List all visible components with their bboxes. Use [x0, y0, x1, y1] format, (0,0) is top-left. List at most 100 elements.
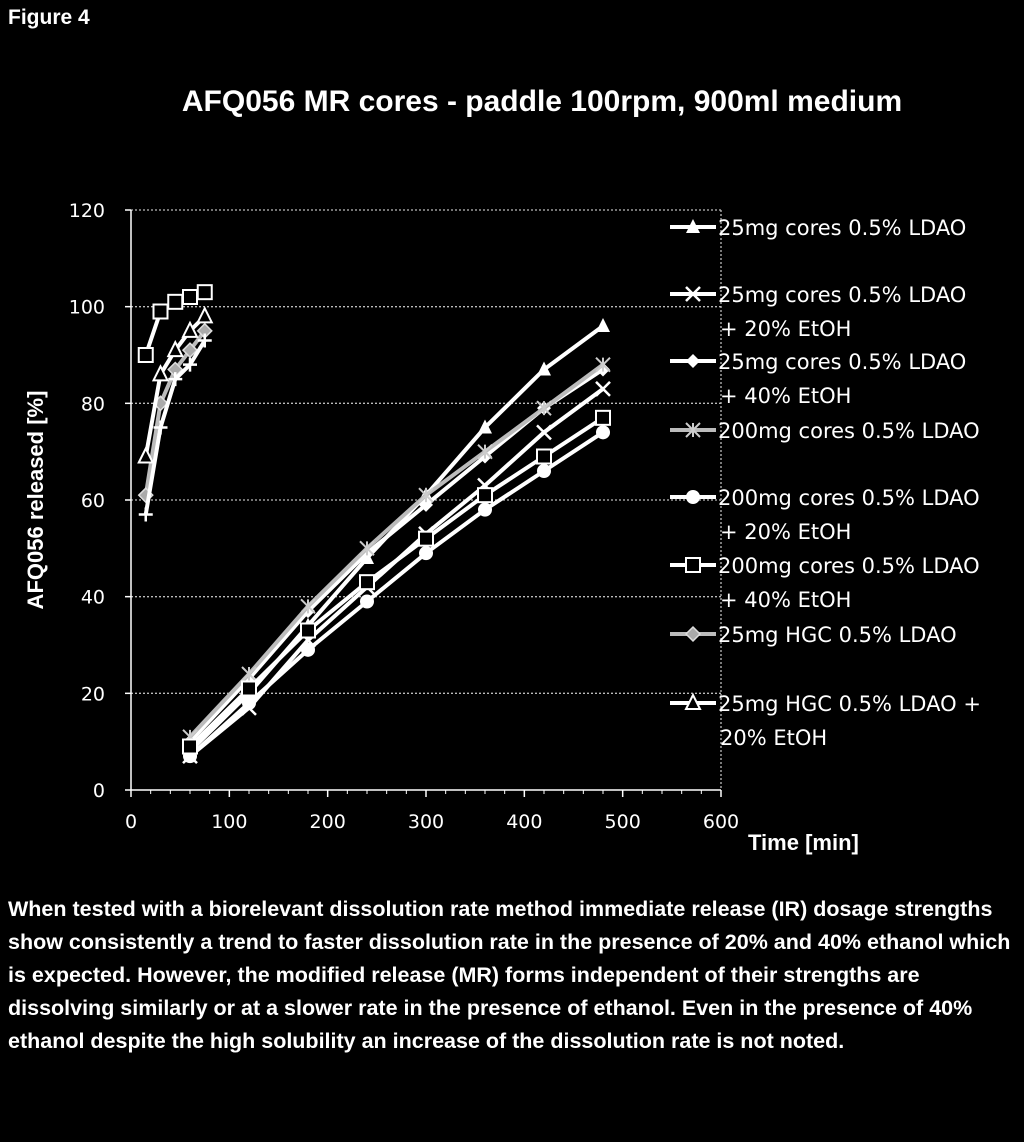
x-tick-label: 200 — [310, 811, 346, 833]
y-tick-label: 0 — [93, 780, 105, 802]
x-tick-label: 500 — [605, 811, 641, 833]
y-tick-label: 40 — [81, 587, 105, 609]
data-point — [182, 738, 198, 755]
data-point — [242, 696, 256, 710]
data-point — [595, 356, 611, 373]
data-point — [360, 594, 374, 609]
data-point — [182, 289, 198, 305]
x-tick-label: 0 — [125, 811, 137, 833]
data-point — [196, 306, 214, 324]
x-tick-label: 300 — [408, 811, 444, 833]
data-point — [151, 364, 170, 382]
data-point — [537, 464, 551, 478]
legend-label: + 40% EtOH — [720, 384, 851, 408]
axes: 0 20 40 60 80 100 120 0 100 200 300 400 500 600 — [69, 200, 739, 833]
legend-entry: 25mg HGC 0.5% LDAO + 20% EtOH — [670, 692, 981, 750]
data-point — [181, 320, 199, 338]
legend-label: 200mg cores 0.5% LDAO — [718, 486, 980, 510]
series-4 — [182, 356, 611, 745]
y-tick-label: 100 — [69, 297, 105, 319]
legend-marker — [684, 625, 702, 643]
series-8 — [137, 306, 214, 464]
legend-label: 200mg cores 0.5% LDAO — [718, 554, 980, 578]
figure-label: Figure 4 — [8, 6, 90, 29]
data-point — [167, 293, 184, 310]
legend-label: + 20% EtOH — [720, 317, 851, 341]
y-tick-label: 80 — [81, 393, 105, 415]
data-point — [596, 425, 610, 440]
data-point — [536, 448, 552, 465]
data-point — [241, 680, 257, 697]
legend-marker — [686, 490, 700, 504]
series-5 — [183, 425, 610, 764]
data-point — [196, 284, 213, 301]
legend-marker — [686, 354, 700, 368]
legend-marker — [685, 557, 701, 573]
data-point — [418, 530, 434, 547]
data-point — [241, 666, 257, 682]
legend-entry: 25mg HGC 0.5% LDAO — [670, 623, 957, 647]
x-tick-label: 600 — [703, 811, 739, 833]
series-line — [188, 416, 605, 748]
series-line — [188, 363, 605, 739]
grid — [131, 209, 722, 790]
data-point — [181, 342, 199, 359]
legend-marker — [685, 286, 701, 302]
legend-entry: 25mg cores 0.5% LDAO — [670, 216, 966, 240]
data-point — [536, 424, 552, 441]
data-point — [301, 642, 315, 657]
legend-marker — [686, 219, 700, 233]
legend-entry: 200mg cores 0.5% LDAO + 20% EtOH — [670, 486, 980, 544]
series-9 — [138, 333, 212, 522]
data-point — [300, 598, 316, 615]
legend-label: 25mg HGC 0.5% LDAO — [718, 623, 957, 647]
x-tick-label: 100 — [211, 811, 247, 833]
legend-label: 25mg cores 0.5% LDAO — [718, 216, 966, 240]
data-point — [596, 318, 610, 332]
legend-label: 25mg HGC 0.5% LDAO + — [718, 692, 981, 716]
data-point — [183, 357, 197, 372]
data-point — [359, 574, 375, 591]
x-axis-title: Time [min] — [748, 830, 859, 855]
series-6 — [182, 409, 611, 755]
series-10 — [137, 284, 213, 363]
data-point — [138, 507, 153, 522]
data-point — [595, 409, 611, 426]
legend-entry: 200mg cores 0.5% LDAO + 40% EtOH — [670, 554, 980, 612]
legend-label: + 40% EtOH — [720, 588, 851, 612]
y-tick-label: 20 — [81, 683, 105, 705]
chart-title: AFQ056 MR cores - paddle 100rpm, 900ml m… — [181, 85, 903, 118]
data-point — [477, 443, 493, 460]
data-point — [595, 380, 611, 397]
data-point — [153, 420, 168, 435]
data-point — [197, 333, 212, 348]
data-point — [537, 361, 551, 376]
x-tick-label: 400 — [506, 811, 542, 833]
legend-label: 25mg cores 0.5% LDAO — [718, 283, 966, 307]
series-7 — [137, 322, 213, 504]
data-point — [419, 497, 433, 512]
caption: When tested with a biorelevant dissoluti… — [8, 897, 1011, 1053]
legend-label: 20% EtOH — [720, 726, 827, 750]
data-point — [137, 347, 154, 363]
legend-label: 25mg cores 0.5% LDAO — [718, 350, 966, 374]
data-point — [419, 546, 433, 561]
data-point — [300, 622, 316, 639]
legend-entry: 25mg cores 0.5% LDAO + 40% EtOH — [670, 350, 966, 408]
legend-label: 200mg cores 0.5% LDAO — [718, 419, 980, 443]
y-tick-label: 120 — [69, 200, 105, 222]
series-line — [188, 430, 605, 758]
data-point — [536, 400, 552, 416]
y-axis-title: AFQ056 released [%] — [23, 391, 48, 610]
chart: 0 20 40 60 80 100 120 0 100 200 300 400 500 600 25mg … — [23, 200, 981, 855]
legend-entry: 200mg cores 0.5% LDAO — [670, 419, 980, 443]
series-layer — [137, 284, 611, 765]
legend-marker — [685, 422, 701, 438]
legend-marker — [684, 692, 702, 710]
data-point — [168, 372, 183, 387]
y-tick-label: 60 — [81, 490, 105, 512]
data-point — [166, 339, 184, 358]
data-point — [478, 502, 492, 517]
data-point — [359, 540, 375, 557]
